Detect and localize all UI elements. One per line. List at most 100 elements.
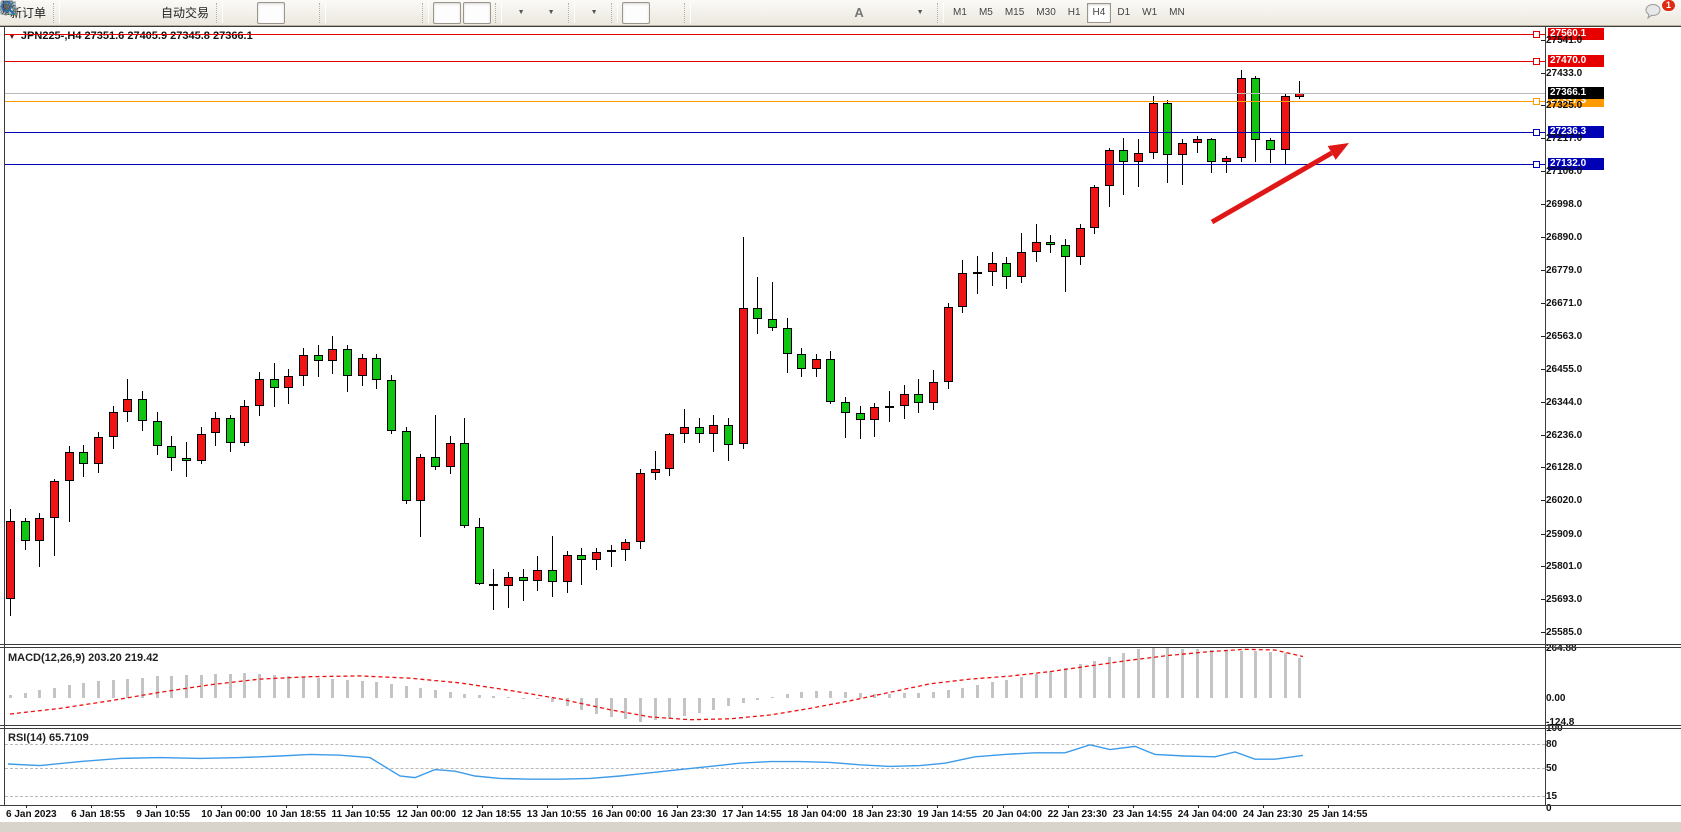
macd-histogram-bar bbox=[551, 698, 555, 702]
time-axis-label: 10 Jan 00:00 bbox=[201, 809, 261, 820]
templates-button[interactable]: ▼ bbox=[0, 1, 607, 24]
cursor-tool-button[interactable] bbox=[3, 1, 651, 24]
bearish-candle bbox=[723, 424, 733, 445]
horizontal-level-line[interactable] bbox=[5, 132, 1545, 133]
text-tool-icon: A bbox=[854, 5, 864, 20]
macd-histogram-bar bbox=[668, 698, 672, 719]
timeframe-m30[interactable]: M30 bbox=[1036, 7, 1056, 18]
price-tick-mark bbox=[1541, 467, 1545, 469]
panel-separator[interactable] bbox=[0, 725, 1681, 726]
tile-windows-button[interactable] bbox=[0, 1, 418, 24]
time-axis-label: 22 Jan 23:30 bbox=[1047, 809, 1108, 820]
bullish-candle bbox=[1280, 96, 1290, 150]
macd-histogram-bar bbox=[1151, 647, 1155, 698]
horizontal-line-tool-button[interactable] bbox=[1, 2, 753, 24]
fibonacci-tool-button[interactable]: F bbox=[1, 2, 843, 24]
bearish-candle bbox=[1119, 149, 1129, 162]
crosshair-tool-button[interactable] bbox=[1, 1, 680, 24]
bearish-candle bbox=[753, 307, 763, 319]
bullish-candle bbox=[665, 434, 675, 469]
trend-arrow[interactable] bbox=[1210, 143, 1349, 225]
macd-histogram-bar bbox=[345, 680, 349, 698]
price-tick-label: 25909.0 bbox=[1546, 528, 1583, 540]
time-axis-label: 24 Jan 23:30 bbox=[1242, 809, 1303, 820]
line-handle[interactable] bbox=[1533, 160, 1540, 168]
timeframe-m15[interactable]: M15 bbox=[1004, 7, 1025, 18]
panel-separator bbox=[0, 728, 1681, 729]
auto-trading-button[interactable]: 自动交易 bbox=[0, 1, 212, 24]
time-tick-mark bbox=[937, 805, 939, 808]
time-axis-line bbox=[0, 805, 1681, 806]
line-handle[interactable] bbox=[1533, 58, 1540, 66]
vertical-line-tool-button[interactable] bbox=[5, 1, 723, 24]
horizontal-level-line[interactable] bbox=[5, 61, 1545, 63]
time-axis-label: 23 Jan 14:55 bbox=[1112, 809, 1173, 820]
bullish-candle bbox=[357, 357, 367, 377]
line-handle[interactable] bbox=[1533, 98, 1540, 106]
zoom-out-button[interactable] bbox=[1, 1, 388, 24]
channel-tool-button[interactable]: E bbox=[0, 1, 813, 24]
time-tick-mark bbox=[481, 805, 483, 808]
text-tool-button[interactable]: A bbox=[845, 2, 873, 24]
macd-histogram-bar bbox=[814, 690, 818, 698]
chart-shift-button[interactable] bbox=[2, 1, 462, 24]
timeframe-w1[interactable]: W1 bbox=[1142, 7, 1158, 18]
bearish-candle bbox=[79, 451, 89, 464]
bullish-candle bbox=[1222, 158, 1231, 162]
bar-chart-button[interactable] bbox=[1, 2, 255, 24]
timeframe-d1[interactable]: D1 bbox=[1117, 7, 1131, 18]
bullish-candle bbox=[50, 481, 59, 519]
bullish-candle bbox=[35, 518, 45, 541]
bullish-candle bbox=[299, 354, 308, 376]
chart-title: JPN225-,H4 27351.6 27405.9 27345.8 27366… bbox=[20, 30, 253, 42]
arrows-tool-button[interactable]: ▼ bbox=[4, 2, 933, 24]
notifications-button[interactable]: 1 bbox=[1643, 0, 1676, 24]
timeframe-m1[interactable]: M1 bbox=[953, 7, 967, 18]
time-axis-label: 12 Jan 18:55 bbox=[461, 809, 522, 820]
price-tick-label: 26128.0 bbox=[1546, 462, 1583, 474]
auto-scroll-button[interactable] bbox=[2, 1, 492, 24]
bullish-candle bbox=[504, 577, 514, 587]
bearish-candle bbox=[225, 418, 235, 443]
time-tick-mark bbox=[26, 805, 27, 808]
market-watch-button[interactable] bbox=[0, 2, 122, 24]
candle-wick bbox=[1182, 139, 1183, 185]
horizontal-level-line[interactable] bbox=[5, 101, 1545, 103]
periods-button[interactable]: ▼ bbox=[1, 1, 564, 24]
price-tick-mark bbox=[1541, 236, 1545, 238]
label-tool-button[interactable]: T bbox=[0, 1, 903, 24]
bullish-candle bbox=[738, 307, 748, 445]
line-handle[interactable] bbox=[1533, 129, 1540, 136]
candlestick-chart-button[interactable] bbox=[1, 1, 286, 24]
bullish-candle bbox=[1148, 103, 1158, 153]
macd-histogram-bar bbox=[990, 682, 994, 698]
indicators-button[interactable]: ▼ bbox=[0, 1, 534, 24]
trendline-tool-button[interactable] bbox=[1, 1, 783, 24]
macd-histogram-bar bbox=[888, 693, 891, 698]
horizontal-level-line[interactable] bbox=[5, 163, 1545, 165]
timeframe-h4[interactable]: H4 bbox=[1086, 2, 1112, 23]
signals-button[interactable] bbox=[0, 2, 152, 24]
bullish-candle bbox=[211, 418, 221, 434]
search-button[interactable] bbox=[1, 1, 1641, 24]
bearish-candle bbox=[797, 354, 807, 370]
timeframe-h1[interactable]: H1 bbox=[1067, 7, 1081, 18]
macd-histogram-bar bbox=[682, 698, 686, 716]
bearish-candle bbox=[1251, 77, 1261, 140]
macd-histogram-bar bbox=[917, 692, 921, 698]
symbol-menu-icon[interactable]: ▼ bbox=[8, 31, 16, 41]
line-handle[interactable] bbox=[1533, 31, 1540, 38]
timeframe-mn[interactable]: MN bbox=[1169, 7, 1185, 18]
chart-window[interactable]: ▼ JPN225-,H4 27351.6 27405.9 27345.8 273… bbox=[0, 26, 1681, 832]
panel-separator[interactable] bbox=[0, 644, 1681, 645]
funnel-button[interactable] bbox=[0, 2, 92, 24]
candle-wick bbox=[1196, 135, 1198, 153]
bearish-candle bbox=[181, 457, 191, 461]
horizontal-level-line[interactable] bbox=[5, 34, 1545, 35]
timeframe-m5[interactable]: M5 bbox=[978, 7, 993, 18]
zoom-in-button[interactable] bbox=[1, 1, 358, 24]
bullish-candle bbox=[445, 442, 455, 467]
candle-wick bbox=[508, 572, 510, 609]
bullish-candle bbox=[709, 424, 719, 434]
line-chart-button[interactable] bbox=[1, 2, 315, 24]
